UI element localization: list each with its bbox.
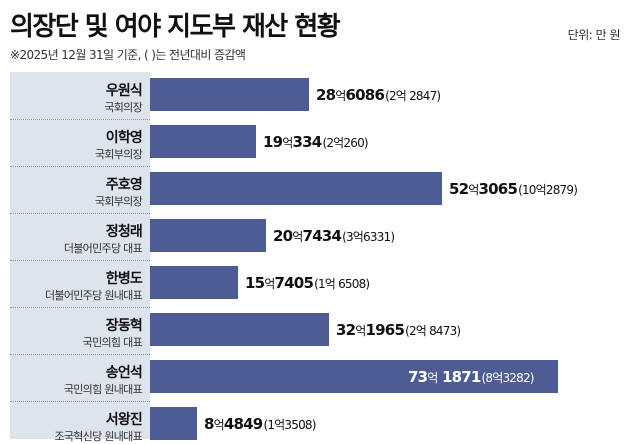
unit-label: 단위: 만 원 [567, 28, 621, 42]
value-change: (2억260) [322, 136, 368, 150]
category-role: 조국혁신당 원내대표 [54, 430, 142, 443]
row-separator [10, 354, 150, 355]
value-change: (1억 6508) [314, 277, 370, 291]
bar [150, 78, 309, 111]
value-change: (8억3282) [481, 371, 535, 385]
category-role: 국회부의장 [94, 148, 143, 161]
value-eok: 73 [408, 368, 428, 386]
row-separator [10, 401, 150, 402]
value-eok-unit: 억 [468, 183, 479, 197]
chart-title: 의장단 및 여야 지도부 재산 현황 [10, 12, 341, 42]
value-rest: 3065 [478, 180, 518, 198]
value-eok-unit: 억 [282, 136, 293, 150]
category-name: 송언석 [105, 365, 143, 381]
value-eok: 19 [263, 133, 283, 151]
value-eok: 32 [336, 321, 356, 339]
category-role: 더불어민주당 원내대표 [45, 289, 143, 302]
data-label: 52억3065(10억2879) [449, 172, 578, 205]
value-change: (2억 2847) [385, 89, 441, 103]
value-rest: 334 [292, 133, 323, 151]
category-name: 이학영 [105, 130, 143, 146]
bar [150, 172, 442, 205]
category-role: 국민의힘 원내대표 [63, 383, 143, 396]
value-eok-unit: 억 [335, 89, 346, 103]
category-name: 주호영 [105, 177, 143, 193]
category-role: 국민의힘 대표 [82, 336, 143, 349]
value-eok-unit: 억 [292, 230, 303, 244]
value-rest: 6086 [345, 86, 385, 104]
row-separator [10, 213, 150, 214]
data-label: 73억 1871(8억3282) [408, 360, 535, 393]
value-eok-unit: 억 [213, 418, 225, 432]
value-rest: 1965 [365, 321, 405, 339]
category-name: 장동혁 [105, 318, 143, 334]
value-eok: 52 [449, 180, 469, 198]
value-change: (10억2879) [518, 183, 578, 197]
data-label: 15억7405(1억 6508) [245, 266, 370, 299]
data-label: 32억1965(2억 8473) [336, 313, 461, 346]
value-eok-unit: 억 [355, 324, 366, 338]
bar [150, 125, 256, 158]
value-change: (1억3508) [263, 418, 316, 432]
category-role: 국회부의장 [94, 195, 143, 208]
value-eok: 15 [245, 274, 265, 292]
category-name: 서왕진 [105, 412, 143, 428]
value-eok-unit: 억 [264, 277, 275, 291]
category-panel [10, 72, 150, 439]
data-label: 19억334(2억260) [263, 125, 369, 158]
data-label: 20억7434(3억6331) [273, 219, 395, 252]
data-label: 28억6086(2억 2847) [316, 78, 441, 111]
value-eok: 28 [316, 86, 336, 104]
value-rest: 1871 [437, 368, 481, 386]
category-role: 더불어민주당 대표 [63, 242, 143, 255]
value-rest: 7434 [302, 227, 342, 245]
bar [150, 407, 197, 440]
category-name: 한병도 [105, 271, 143, 287]
value-rest: 4849 [223, 415, 263, 433]
row-separator [10, 307, 150, 308]
bar [150, 266, 238, 299]
bar [150, 219, 266, 252]
row-separator [10, 119, 150, 120]
data-label: 8억4849(1억3508) [204, 407, 316, 440]
category-name: 정청래 [105, 224, 143, 240]
category-role: 국회의장 [104, 101, 142, 114]
footnote: ※2025년 12월 31일 기준, ( )는 전년대비 증감액 [10, 48, 246, 62]
row-separator [10, 260, 150, 261]
bar [150, 360, 558, 393]
value-eok-unit: 억 [427, 371, 438, 385]
value-eok: 20 [273, 227, 293, 245]
category-name: 우원식 [105, 83, 143, 99]
value-change: (3억6331) [342, 230, 395, 244]
bar [150, 313, 329, 346]
value-change: (2억 8473) [405, 324, 461, 338]
row-separator [10, 166, 150, 167]
value-rest: 7405 [274, 274, 314, 292]
value-eok: 8 [204, 415, 214, 433]
